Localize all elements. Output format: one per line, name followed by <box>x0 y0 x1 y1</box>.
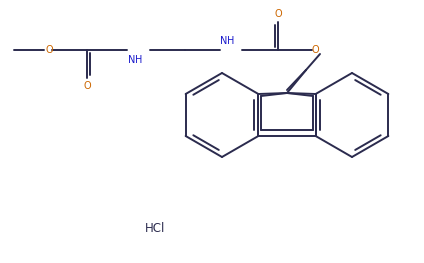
Text: O: O <box>312 45 320 55</box>
Text: O: O <box>45 45 53 55</box>
Text: O: O <box>274 9 282 19</box>
Text: HCl: HCl <box>145 221 165 235</box>
Text: H: H <box>136 55 143 65</box>
Text: N: N <box>220 36 227 46</box>
Text: O: O <box>83 81 91 91</box>
Text: N: N <box>128 55 135 65</box>
Text: H: H <box>228 36 235 46</box>
